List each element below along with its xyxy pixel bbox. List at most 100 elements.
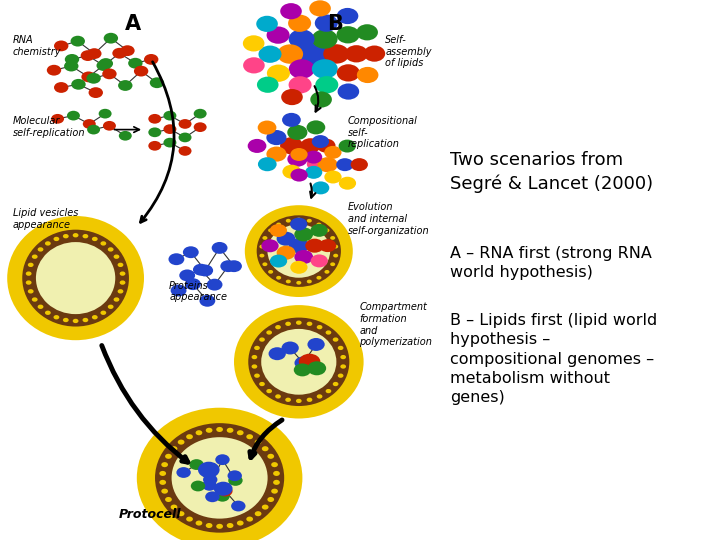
Circle shape — [120, 272, 125, 276]
Circle shape — [206, 523, 212, 528]
Ellipse shape — [171, 437, 268, 518]
Circle shape — [209, 537, 217, 540]
Circle shape — [227, 428, 233, 433]
Circle shape — [163, 111, 176, 120]
Circle shape — [296, 399, 302, 403]
Circle shape — [37, 305, 43, 309]
Circle shape — [71, 36, 85, 46]
Circle shape — [310, 254, 328, 267]
Circle shape — [248, 418, 256, 424]
Circle shape — [310, 224, 328, 237]
Circle shape — [147, 452, 155, 458]
Circle shape — [275, 394, 281, 399]
Ellipse shape — [36, 242, 115, 314]
Circle shape — [159, 480, 166, 485]
Text: A: A — [125, 14, 141, 33]
Circle shape — [108, 305, 114, 309]
Circle shape — [199, 295, 215, 307]
Circle shape — [102, 69, 117, 79]
Circle shape — [289, 289, 295, 294]
Circle shape — [143, 487, 150, 492]
Circle shape — [148, 127, 161, 137]
Circle shape — [67, 111, 80, 120]
Circle shape — [178, 511, 184, 516]
Circle shape — [183, 418, 191, 424]
Circle shape — [171, 285, 186, 296]
Circle shape — [220, 260, 236, 272]
Circle shape — [51, 114, 64, 124]
Circle shape — [352, 372, 359, 376]
Circle shape — [289, 59, 315, 79]
Circle shape — [351, 158, 368, 171]
Circle shape — [307, 361, 326, 375]
Text: Evolution
and internal
self-organization: Evolution and internal self-organization — [348, 202, 429, 235]
Circle shape — [216, 427, 223, 432]
Circle shape — [290, 218, 307, 231]
Circle shape — [31, 234, 38, 239]
Circle shape — [328, 318, 335, 322]
Circle shape — [266, 26, 289, 44]
Circle shape — [195, 415, 203, 421]
Circle shape — [81, 50, 95, 61]
Ellipse shape — [22, 230, 129, 327]
Circle shape — [12, 287, 19, 292]
Text: RNA
chemistry: RNA chemistry — [13, 35, 61, 57]
Circle shape — [215, 491, 230, 502]
Circle shape — [92, 315, 98, 320]
Circle shape — [248, 249, 253, 253]
Circle shape — [325, 228, 330, 232]
Circle shape — [289, 208, 295, 213]
Circle shape — [275, 407, 282, 412]
Circle shape — [336, 26, 359, 43]
Circle shape — [342, 260, 348, 265]
Circle shape — [276, 246, 295, 260]
Circle shape — [103, 121, 116, 131]
Text: Two scenarios from
Segré & Lancet (2000): Two scenarios from Segré & Lancet (2000) — [450, 151, 653, 193]
Circle shape — [307, 322, 312, 326]
Circle shape — [252, 393, 258, 398]
Circle shape — [163, 124, 176, 134]
Circle shape — [345, 45, 368, 63]
Circle shape — [259, 254, 264, 258]
Circle shape — [347, 336, 354, 341]
Circle shape — [271, 462, 278, 467]
Circle shape — [264, 280, 270, 285]
Circle shape — [297, 42, 329, 66]
Circle shape — [271, 433, 279, 438]
Circle shape — [302, 309, 309, 314]
Circle shape — [176, 467, 191, 478]
Circle shape — [307, 219, 312, 222]
Circle shape — [128, 253, 135, 258]
Circle shape — [330, 236, 336, 240]
Circle shape — [168, 253, 184, 265]
Circle shape — [244, 336, 251, 341]
Circle shape — [294, 227, 313, 241]
Circle shape — [330, 262, 336, 266]
Circle shape — [194, 122, 207, 132]
Circle shape — [341, 355, 346, 359]
Text: B – Lipids first (lipid world
hypothesis –
compositional genomes –
metabolism wi: B – Lipids first (lipid world hypothesis… — [450, 313, 657, 405]
Circle shape — [251, 355, 257, 359]
Circle shape — [339, 393, 346, 398]
Circle shape — [344, 249, 350, 253]
Circle shape — [165, 497, 172, 502]
Circle shape — [338, 346, 343, 350]
Ellipse shape — [7, 216, 144, 340]
Circle shape — [276, 222, 282, 226]
Circle shape — [54, 82, 68, 93]
Circle shape — [237, 521, 243, 525]
Circle shape — [206, 428, 212, 433]
Circle shape — [263, 318, 269, 322]
Circle shape — [120, 45, 135, 56]
Circle shape — [65, 54, 79, 65]
Circle shape — [277, 44, 303, 64]
Circle shape — [54, 40, 68, 51]
Circle shape — [132, 264, 139, 269]
Circle shape — [254, 346, 260, 350]
Circle shape — [239, 372, 246, 376]
Circle shape — [289, 309, 295, 314]
Circle shape — [185, 278, 201, 290]
Circle shape — [282, 113, 301, 127]
Circle shape — [312, 29, 338, 49]
Circle shape — [325, 389, 331, 393]
